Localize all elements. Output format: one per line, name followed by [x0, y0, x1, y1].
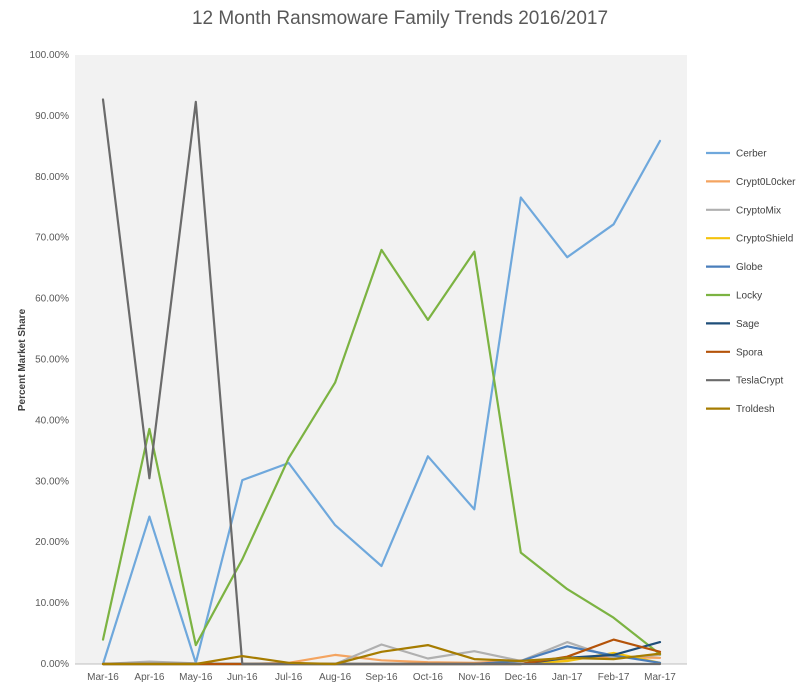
y-tick-label: 80.00%	[35, 172, 69, 183]
legend-entry-label: CryptoMix	[736, 205, 781, 216]
y-tick-label: 20.00%	[35, 537, 69, 548]
series-line-teslacrypt	[101, 98, 662, 666]
x-axis: Mar-16 Apr-16 May-16 Jun-16 Jul-16 Aug-16 Sep-…	[75, 663, 687, 683]
legend-entry-label: Troldesh	[736, 404, 775, 415]
legend-entry-label: CryptoShield	[736, 234, 793, 245]
x-tick-label: Jul-16	[275, 672, 303, 683]
x-tick-label: Oct-16	[413, 672, 443, 683]
y-tick-label: 60.00%	[35, 294, 69, 305]
legend: Cerber Crypt0L0cker CryptoMix CryptoShield G…	[706, 149, 796, 415]
y-tick-label: 40.00%	[35, 415, 69, 426]
y-tick-label: 100.00%	[30, 50, 70, 61]
series-line-locky	[101, 248, 662, 656]
legend-entry-label: Locky	[736, 291, 762, 302]
x-tick-label: Mar-16	[87, 672, 119, 683]
x-tick-label: Sep-16	[365, 672, 398, 683]
y-tick-label: 30.00%	[35, 476, 69, 487]
x-tick-label: Mar-17	[644, 672, 676, 683]
legend-entry-label: Globe	[736, 262, 763, 273]
x-tick-label: Nov-16	[458, 672, 491, 683]
y-axis: 0.00% 10.00% 20.00% 30.00% 40.00% 50.00% 60.00…	[30, 50, 70, 670]
legend-entry-label: Crypt0L0cker	[736, 177, 796, 188]
chart-title: 12 Month Ransmoware Family Trends 2016/2…	[192, 8, 608, 29]
x-tick-label: Dec-16	[505, 672, 538, 683]
y-tick-label: 0.00%	[41, 659, 69, 670]
y-tick-label: 10.00%	[35, 598, 69, 609]
legend-entry-label: Spora	[736, 347, 763, 358]
x-tick-label: Jan-17	[552, 672, 583, 683]
x-tick-label: Feb-17	[598, 672, 630, 683]
x-tick-label: Aug-16	[319, 672, 352, 683]
y-tick-label: 50.00%	[35, 355, 69, 366]
x-tick-label: May-16	[179, 672, 213, 683]
legend-entry-label: Cerber	[736, 149, 767, 160]
legend-entry-label: Sage	[736, 319, 760, 330]
series-line-troldesh	[101, 643, 662, 666]
y-tick-label: 70.00%	[35, 233, 69, 244]
y-tick-label: 90.00%	[35, 111, 69, 122]
legend-entry-label: TeslaCrypt	[736, 376, 783, 387]
x-tick-label: Apr-16	[134, 672, 164, 683]
y-axis-label: Percent Market Share	[17, 308, 28, 411]
x-tick-label: Jun-16	[227, 672, 258, 683]
series-lines	[101, 98, 662, 666]
